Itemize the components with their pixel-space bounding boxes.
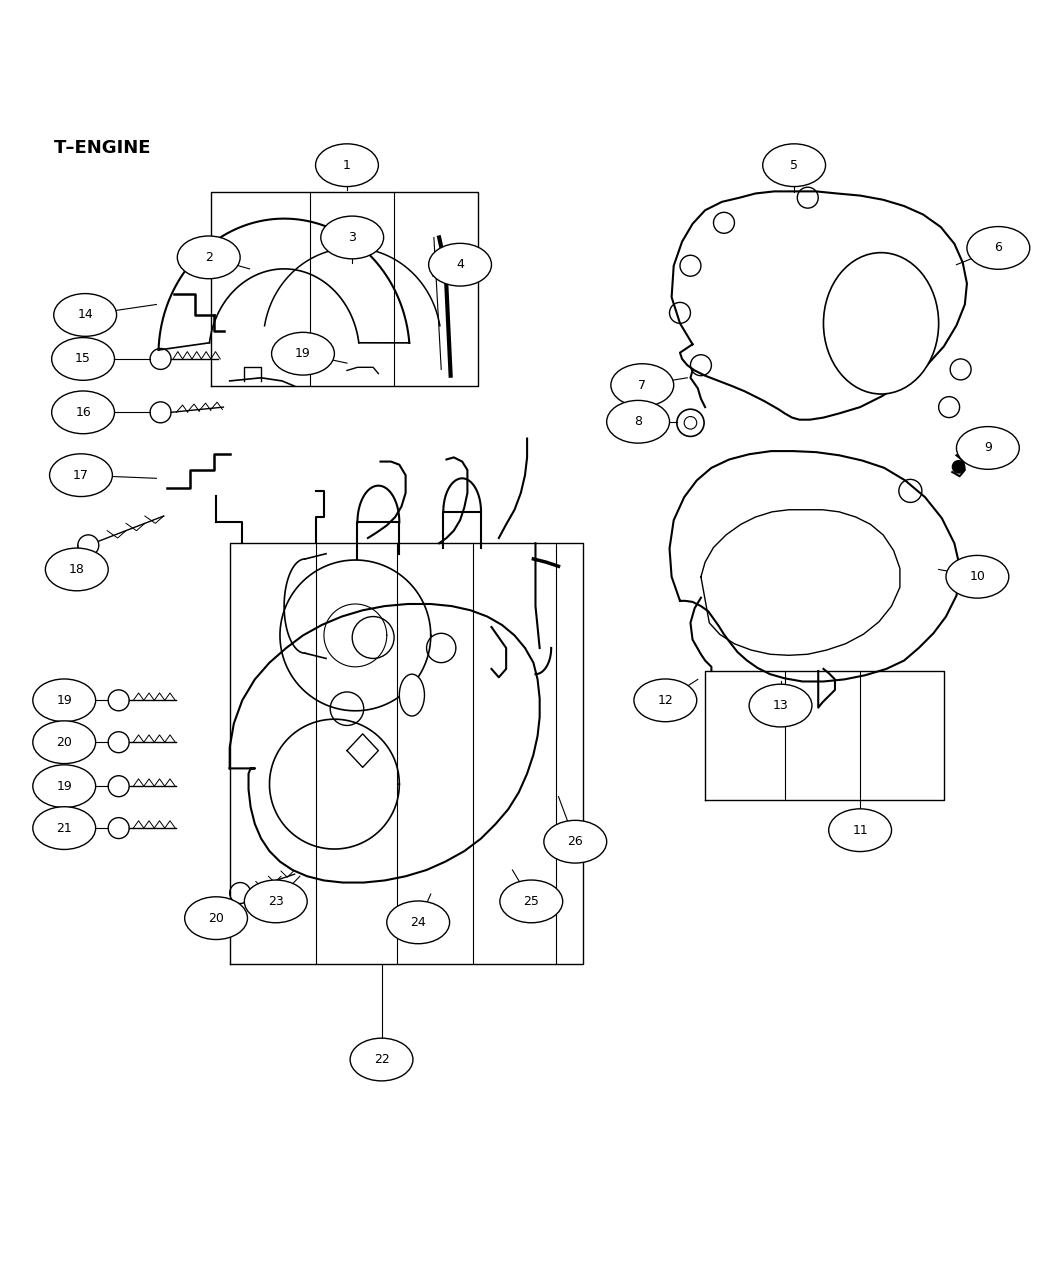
Text: T–ENGINE: T–ENGINE [54, 139, 151, 157]
Ellipse shape [967, 227, 1030, 269]
Ellipse shape [634, 680, 697, 722]
Ellipse shape [749, 685, 812, 727]
Ellipse shape [321, 215, 383, 259]
Ellipse shape [386, 901, 449, 944]
Ellipse shape [51, 391, 114, 434]
Ellipse shape [823, 252, 939, 394]
Ellipse shape [177, 236, 240, 279]
Ellipse shape [350, 1038, 413, 1081]
Ellipse shape [45, 548, 108, 590]
Ellipse shape [33, 680, 96, 722]
Ellipse shape [54, 293, 117, 337]
Text: 4: 4 [456, 259, 464, 272]
Ellipse shape [33, 765, 96, 807]
Text: 5: 5 [791, 158, 798, 172]
Text: 19: 19 [57, 694, 72, 706]
Ellipse shape [946, 556, 1009, 598]
Text: 2: 2 [205, 251, 213, 264]
Text: 6: 6 [994, 241, 1003, 255]
Ellipse shape [957, 427, 1020, 469]
Ellipse shape [544, 820, 607, 863]
Text: 11: 11 [853, 824, 868, 836]
Circle shape [952, 460, 965, 473]
Ellipse shape [428, 244, 491, 286]
Ellipse shape [316, 144, 378, 186]
Text: 23: 23 [268, 895, 284, 908]
Ellipse shape [33, 807, 96, 849]
Ellipse shape [272, 333, 334, 375]
Ellipse shape [611, 363, 674, 407]
Text: 21: 21 [57, 821, 72, 835]
Text: 25: 25 [523, 895, 540, 908]
Ellipse shape [185, 896, 248, 940]
Ellipse shape [51, 338, 114, 380]
Ellipse shape [828, 808, 891, 852]
Text: 7: 7 [638, 379, 647, 391]
Text: 9: 9 [984, 441, 992, 454]
Text: 3: 3 [349, 231, 356, 244]
Text: 18: 18 [69, 564, 85, 576]
Ellipse shape [33, 720, 96, 764]
Text: 13: 13 [773, 699, 789, 711]
Text: 12: 12 [657, 694, 673, 706]
Ellipse shape [399, 674, 424, 717]
Ellipse shape [762, 144, 825, 186]
Ellipse shape [49, 454, 112, 496]
Ellipse shape [245, 880, 308, 923]
Text: 26: 26 [567, 835, 583, 848]
Ellipse shape [500, 880, 563, 923]
Text: 19: 19 [295, 347, 311, 361]
Text: 14: 14 [78, 309, 93, 321]
Text: 8: 8 [634, 416, 643, 428]
Text: 20: 20 [208, 912, 224, 924]
Ellipse shape [607, 400, 670, 444]
Text: 10: 10 [969, 570, 985, 583]
Text: 19: 19 [57, 780, 72, 793]
Text: 24: 24 [411, 915, 426, 929]
Text: 1: 1 [343, 158, 351, 172]
Text: 16: 16 [76, 405, 91, 419]
Text: 20: 20 [57, 736, 72, 748]
Text: 22: 22 [374, 1053, 390, 1066]
Text: 15: 15 [76, 352, 91, 366]
Text: 17: 17 [74, 469, 89, 482]
